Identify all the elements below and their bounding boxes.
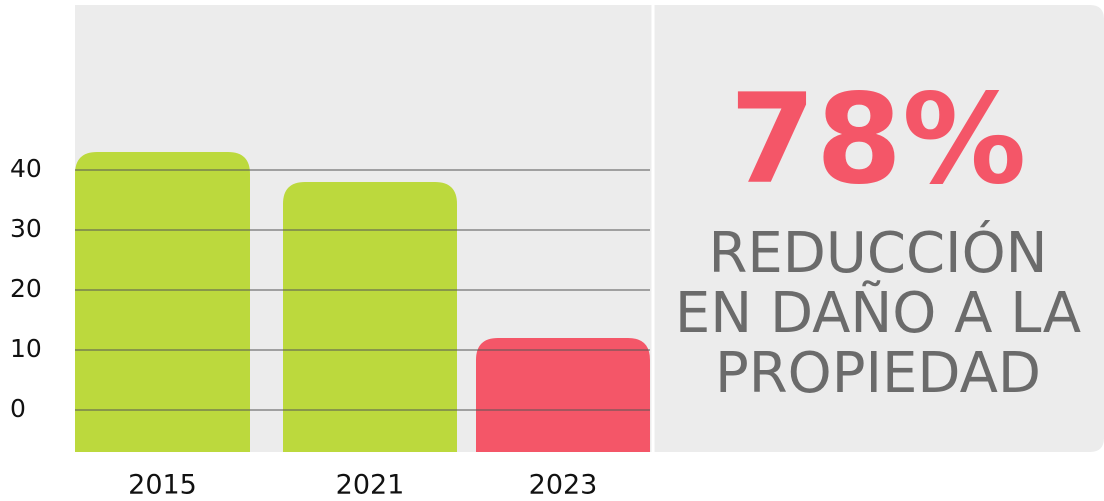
caption-line: REDUCCIÓN <box>708 221 1047 286</box>
y-tick-label: 10 <box>10 334 42 363</box>
x-tick-label: 2023 <box>529 470 598 501</box>
x-tick-label: 2015 <box>128 470 197 501</box>
caption-line: EN DAÑO A LA <box>675 281 1081 346</box>
x-tick-label: 2021 <box>336 470 405 501</box>
bar <box>283 182 457 452</box>
y-tick-label: 20 <box>10 274 42 303</box>
bar <box>75 152 250 452</box>
y-tick-label: 0 <box>10 394 26 423</box>
caption-line: PROPIEDAD <box>715 341 1041 406</box>
y-tick-label: 30 <box>10 214 42 243</box>
y-tick-label: 40 <box>10 154 42 183</box>
bar <box>476 338 650 452</box>
headline: 78% <box>730 68 1027 212</box>
